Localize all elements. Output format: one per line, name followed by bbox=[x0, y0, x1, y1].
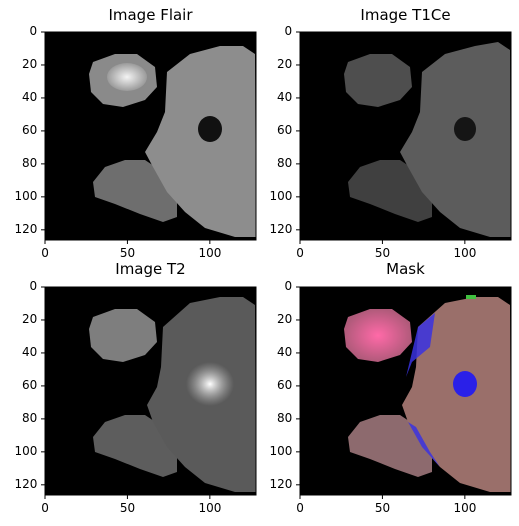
y-tick-label: 100 bbox=[14, 188, 38, 203]
y-tick-label: 80 bbox=[277, 155, 293, 170]
x-tick-label: 50 bbox=[119, 246, 136, 260]
y-tick-label: 40 bbox=[277, 89, 293, 104]
x-tick-label: 0 bbox=[41, 246, 49, 260]
x-tick-label: 100 bbox=[453, 246, 477, 260]
y-tick-label: 0 bbox=[29, 279, 38, 293]
y-tick-label: 40 bbox=[22, 89, 38, 104]
panel-frame bbox=[44, 286, 257, 496]
y-tick-label: 20 bbox=[22, 56, 38, 71]
y-tick-label: 120 bbox=[269, 476, 293, 491]
t2-bright-lesion bbox=[186, 362, 234, 406]
y-tick-label: 120 bbox=[14, 476, 38, 491]
y-tick-label: 100 bbox=[269, 443, 293, 458]
t1ce-lobe-upper bbox=[344, 54, 412, 107]
t2-lobe-upper bbox=[89, 309, 157, 362]
t1ce-lobe-lower bbox=[348, 160, 432, 222]
y-tick-label: 60 bbox=[22, 122, 38, 137]
y-tick-label: 80 bbox=[22, 410, 38, 425]
flair-lobe-lower bbox=[93, 160, 177, 222]
y-tick-label: 40 bbox=[22, 344, 38, 359]
x-tick-label: 0 bbox=[41, 501, 49, 515]
t1ce-dark-lesion bbox=[454, 117, 476, 141]
y-tick-label: 40 bbox=[277, 344, 293, 359]
panel-t2 bbox=[45, 287, 256, 495]
y-tick-label: 80 bbox=[22, 155, 38, 170]
y-tick-label: 120 bbox=[14, 221, 38, 236]
y-tick-label: 20 bbox=[277, 311, 293, 326]
y-tick-label: 60 bbox=[277, 377, 293, 392]
x-tick-label: 50 bbox=[374, 501, 391, 515]
x-tick-label: 50 bbox=[374, 246, 391, 260]
mask-core-lesion bbox=[453, 371, 477, 397]
flair-dark-lesion bbox=[198, 116, 222, 142]
panel-flair bbox=[45, 32, 256, 240]
mask-green-spot bbox=[466, 295, 476, 299]
y-tick-label: 0 bbox=[284, 24, 293, 38]
panel-t1ce bbox=[300, 32, 511, 240]
y-tick-label: 0 bbox=[29, 24, 38, 38]
x-tick-label: 0 bbox=[296, 501, 304, 515]
panel-frame bbox=[299, 31, 512, 241]
x-tick-label: 100 bbox=[453, 501, 477, 515]
y-tick-label: 100 bbox=[14, 443, 38, 458]
panel-title-mask: Mask bbox=[386, 260, 425, 278]
y-tick-label: 80 bbox=[277, 410, 293, 425]
mask-edema-region bbox=[406, 313, 435, 377]
x-tick-label: 50 bbox=[119, 501, 136, 515]
y-tick-label: 60 bbox=[22, 377, 38, 392]
y-tick-label: 100 bbox=[269, 188, 293, 203]
panel-title-t1ce: Image T1Ce bbox=[360, 6, 451, 24]
mask-lobe-upper bbox=[344, 309, 412, 362]
mask-lobe-lower bbox=[348, 415, 432, 477]
x-tick-label: 0 bbox=[296, 246, 304, 260]
panel-mask bbox=[300, 287, 511, 495]
panel-frame bbox=[44, 31, 257, 241]
x-tick-label: 100 bbox=[198, 501, 222, 515]
x-tick-label: 100 bbox=[198, 246, 222, 260]
y-tick-label: 60 bbox=[277, 122, 293, 137]
y-tick-label: 120 bbox=[269, 221, 293, 236]
panel-title-t2: Image T2 bbox=[115, 260, 186, 278]
y-tick-label: 20 bbox=[277, 56, 293, 71]
y-tick-label: 20 bbox=[22, 311, 38, 326]
panel-frame bbox=[299, 286, 512, 496]
mask-edema-region-lower bbox=[408, 422, 440, 467]
flair-main-section bbox=[145, 46, 256, 237]
t2-lobe-lower bbox=[93, 415, 177, 477]
t1ce-main-section bbox=[400, 42, 511, 237]
panel-title-flair: Image Flair bbox=[108, 6, 193, 24]
flair-hyperintensity bbox=[107, 63, 147, 91]
y-tick-label: 0 bbox=[284, 279, 293, 293]
